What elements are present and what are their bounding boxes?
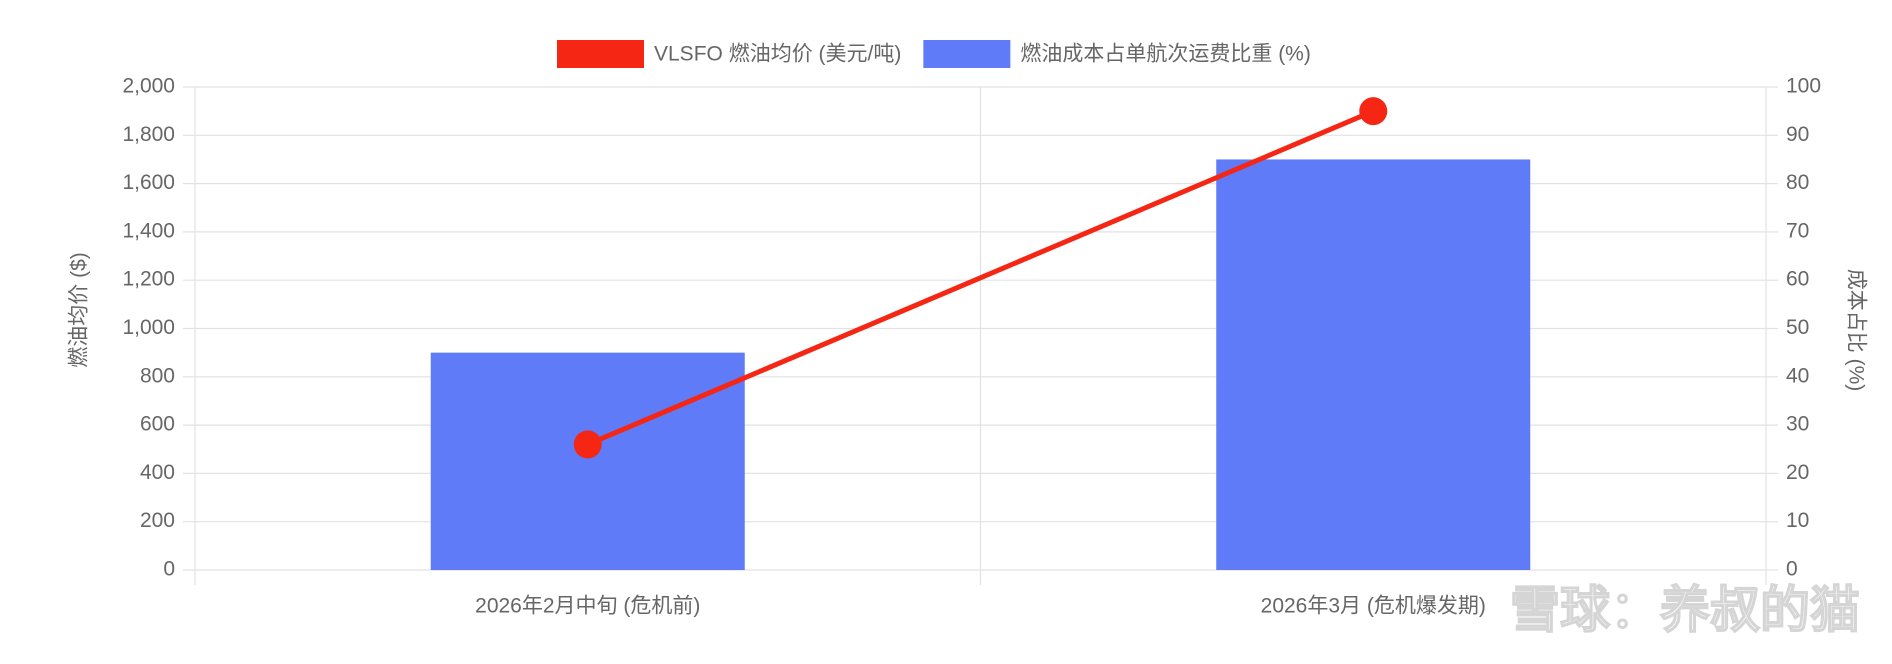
y-tick-label: 2,000	[122, 75, 175, 98]
y2-tick-label: 10	[1786, 509, 1809, 532]
y-tick-label: 800	[140, 364, 175, 387]
y2-tick-label: 90	[1786, 123, 1809, 146]
legend-swatch	[923, 40, 1011, 68]
y-tick-label: 1,200	[122, 268, 175, 291]
bar	[430, 352, 745, 570]
line-point	[573, 430, 602, 459]
y-axis-title: 燃油均价 ($)	[68, 252, 91, 368]
y2-axis-title: 成本占比 (%)	[1844, 269, 1867, 392]
legend-label: 燃油成本占单航次运费比重 (%)	[1020, 43, 1311, 66]
y-tick-label: 1,000	[122, 316, 175, 339]
legend-swatch	[557, 40, 644, 68]
line-point	[1359, 97, 1388, 126]
y-tick-label: 0	[163, 558, 175, 581]
y2-tick-label: 40	[1786, 364, 1809, 387]
y2-tick-label: 70	[1786, 219, 1809, 242]
y2-tick-label: 80	[1786, 171, 1809, 194]
watermark: 雪球：养叔的猫	[1510, 582, 1860, 638]
y2-tick-label: 30	[1786, 413, 1809, 436]
y-tick-label: 600	[140, 413, 175, 436]
y2-tick-label: 0	[1786, 558, 1798, 581]
y2-tick-label: 100	[1786, 75, 1821, 98]
y2-tick-label: 20	[1786, 461, 1809, 484]
y2-tick-label: 60	[1786, 268, 1809, 291]
x-tick-label: 2026年3月 (危机爆发期)	[1261, 595, 1486, 618]
line	[586, 108, 1375, 447]
y-tick-label: 1,600	[122, 171, 175, 194]
x-tick-label: 2026年2月中旬 (危机前)	[475, 595, 700, 618]
y-tick-label: 1,800	[122, 123, 175, 146]
legend-label: VLSFO 燃油均价 (美元/吨)	[654, 43, 901, 66]
y-tick-label: 200	[140, 509, 175, 532]
y-tick-label: 400	[140, 461, 175, 484]
y2-tick-label: 50	[1786, 316, 1809, 339]
bar	[1216, 159, 1531, 570]
y-tick-label: 1,400	[122, 219, 175, 242]
